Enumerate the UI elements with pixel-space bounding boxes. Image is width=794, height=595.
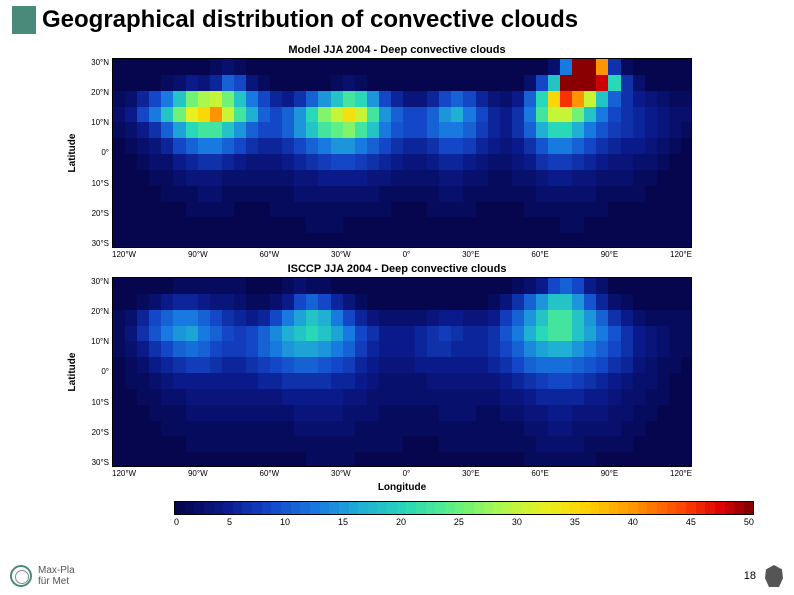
colorbar-container: 05101520253035404550 xyxy=(174,501,754,527)
institute-line2: für Met xyxy=(38,576,75,587)
panel-top: Model JJA 2004 - Deep convective clouds … xyxy=(62,44,732,259)
page-number: 18 xyxy=(744,570,756,582)
colorbar-ticks: 05101520253035404550 xyxy=(174,517,754,527)
page-title: Geographical distribution of convective … xyxy=(42,6,578,34)
shared-xlabel: Longitude xyxy=(112,482,692,493)
panel-top-heatmap xyxy=(112,58,692,248)
panel-bottom-title: ISCCP JJA 2004 - Deep convective clouds xyxy=(62,263,732,275)
colorbar xyxy=(174,501,754,515)
panel-bottom-heatmap xyxy=(112,277,692,467)
title-bar: Geographical distribution of convective … xyxy=(0,0,794,40)
panel-bottom: ISCCP JJA 2004 - Deep convective clouds … xyxy=(62,263,732,478)
institute-name: Max-Pla für Met xyxy=(38,565,75,587)
panel-top-title: Model JJA 2004 - Deep convective clouds xyxy=(62,44,732,56)
minerva-logo-icon xyxy=(764,565,784,587)
figure-area: Model JJA 2004 - Deep convective clouds … xyxy=(62,40,732,527)
panel-top-ylabel: Latitude xyxy=(62,143,82,163)
panel-bottom-yticks: 30°N20°N10°N0°10°S20°S30°S xyxy=(82,277,112,467)
institute-line1: Max-Pla xyxy=(38,565,75,576)
panel-top-xticks: 120°W90°W60°W30°W0°30°E60°E90°E120°E xyxy=(112,250,692,259)
panel-bottom-ylabel: Latitude xyxy=(62,362,82,382)
institute-logo-icon xyxy=(10,565,32,587)
footer-right: 18 xyxy=(744,565,784,587)
panel-top-yticks: 30°N20°N10°N0°10°S20°S30°S xyxy=(82,58,112,248)
title-accent xyxy=(12,6,36,34)
footer-left: Max-Pla für Met xyxy=(10,565,75,587)
footer: Max-Pla für Met 18 xyxy=(0,561,794,591)
panel-bottom-xticks: 120°W90°W60°W30°W0°30°E60°E90°E120°E xyxy=(112,469,692,478)
